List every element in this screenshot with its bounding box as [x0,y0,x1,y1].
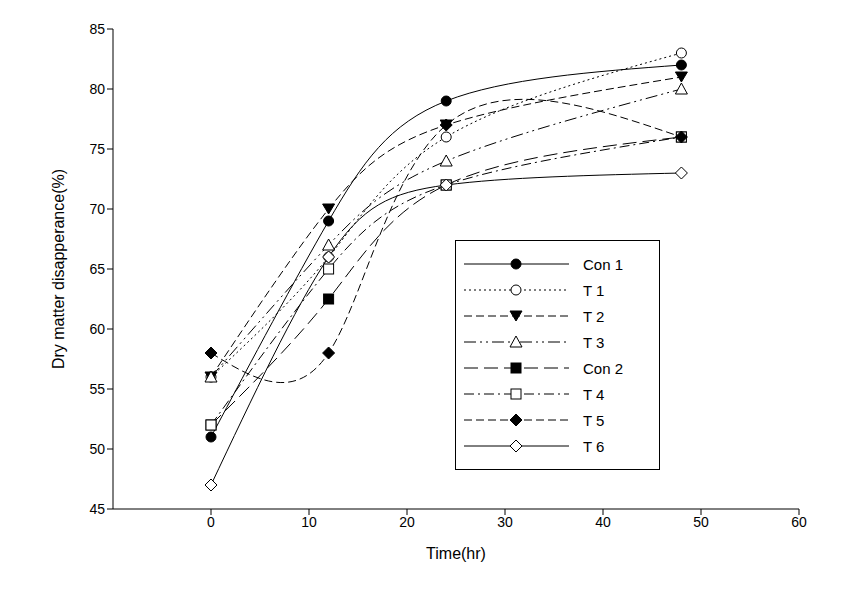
html-text:Con 1: Con 1 [583,255,623,273]
svg-text:10: 10 [301,514,317,530]
svg-text:20: 20 [399,514,415,530]
svg-text:65: 65 [89,261,105,277]
svg-text:Dry matter disapperance(%): Dry matter disapperance(%) [50,169,67,369]
html-text:T 1: T 1 [583,281,605,299]
html-text:T 6: T 6 [583,437,605,455]
svg-text:55: 55 [89,381,105,397]
svg-text:50: 50 [693,514,709,530]
svg-text:50: 50 [89,441,105,457]
svg-text:40: 40 [595,514,611,530]
svg-text:Time(hr): Time(hr) [426,545,486,562]
html-text:Con 2: Con 2 [583,359,623,377]
html-text:T 4: T 4 [583,385,605,403]
svg-text:60: 60 [89,321,105,337]
svg-text:70: 70 [89,201,105,217]
html-text:T 3: T 3 [583,333,605,351]
svg-text:0: 0 [207,514,215,530]
svg-text:75: 75 [89,141,105,157]
html-text:T 5: T 5 [583,411,605,429]
svg-text:45: 45 [89,501,105,517]
svg-text:85: 85 [89,21,105,37]
svg-text:60: 60 [791,514,807,530]
svg-text:80: 80 [89,81,105,97]
html-text:T 2: T 2 [583,307,605,325]
svg-text:30: 30 [497,514,513,530]
